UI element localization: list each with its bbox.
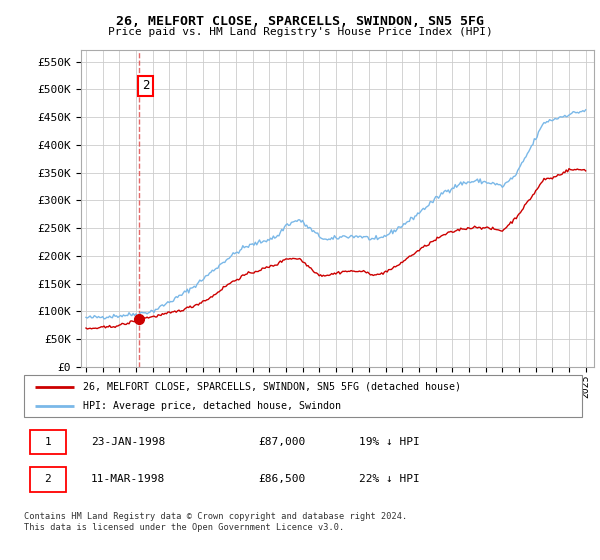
Text: 11-MAR-1998: 11-MAR-1998 xyxy=(91,474,165,484)
Text: 19% ↓ HPI: 19% ↓ HPI xyxy=(359,437,419,447)
FancyBboxPatch shape xyxy=(24,375,582,417)
Text: 26, MELFORT CLOSE, SPARCELLS, SWINDON, SN5 5FG (detached house): 26, MELFORT CLOSE, SPARCELLS, SWINDON, S… xyxy=(83,381,461,391)
FancyBboxPatch shape xyxy=(29,467,66,492)
Text: 1: 1 xyxy=(44,437,51,447)
Text: HPI: Average price, detached house, Swindon: HPI: Average price, detached house, Swin… xyxy=(83,401,341,411)
Text: 2: 2 xyxy=(142,80,149,92)
Text: 22% ↓ HPI: 22% ↓ HPI xyxy=(359,474,419,484)
Text: £87,000: £87,000 xyxy=(259,437,305,447)
Text: 23-JAN-1998: 23-JAN-1998 xyxy=(91,437,165,447)
Text: Contains HM Land Registry data © Crown copyright and database right 2024.
This d: Contains HM Land Registry data © Crown c… xyxy=(24,512,407,532)
FancyBboxPatch shape xyxy=(29,430,66,454)
Text: 26, MELFORT CLOSE, SPARCELLS, SWINDON, SN5 5FG: 26, MELFORT CLOSE, SPARCELLS, SWINDON, S… xyxy=(116,15,484,27)
Text: Price paid vs. HM Land Registry's House Price Index (HPI): Price paid vs. HM Land Registry's House … xyxy=(107,27,493,37)
Text: 2: 2 xyxy=(44,474,51,484)
Text: £86,500: £86,500 xyxy=(259,474,305,484)
